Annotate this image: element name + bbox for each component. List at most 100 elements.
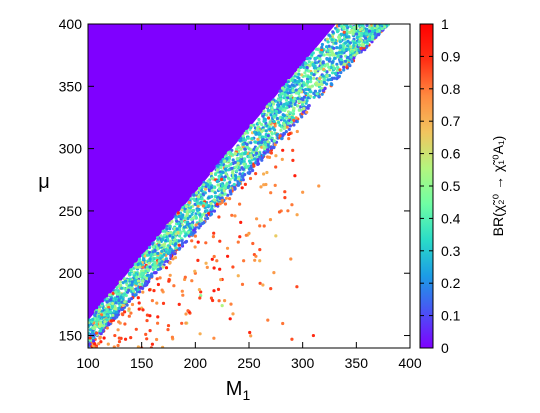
data-point [258, 135, 262, 139]
data-point [120, 286, 124, 290]
data-point [238, 168, 242, 172]
data-point [280, 157, 284, 161]
data-point [297, 76, 301, 80]
data-point [92, 326, 96, 331]
data-point [322, 80, 326, 84]
data-point [258, 224, 262, 228]
data-point [238, 202, 242, 206]
data-point [181, 293, 185, 297]
x-axis: 100 150 200 250 300 350 400 [76, 24, 422, 371]
data-point [228, 317, 232, 321]
data-point [287, 132, 291, 137]
data-point [195, 201, 199, 205]
data-point [231, 265, 235, 269]
data-point [328, 49, 332, 53]
data-point [240, 174, 244, 178]
data-point [368, 25, 372, 29]
data-point [169, 230, 173, 235]
data-point [220, 177, 224, 181]
data-point [123, 337, 128, 341]
data-point [279, 97, 283, 101]
data-point [348, 24, 353, 28]
data-point [310, 53, 314, 57]
data-point [226, 193, 230, 197]
data-point [248, 176, 253, 181]
data-point [141, 279, 145, 283]
data-point [269, 191, 273, 195]
data-point [97, 342, 101, 346]
data-point [177, 302, 181, 306]
data-point [376, 33, 381, 37]
data-point [307, 60, 311, 64]
data-point [294, 88, 298, 92]
data-point [147, 279, 151, 284]
data-point [129, 311, 133, 315]
data-point [165, 224, 169, 228]
data-point [150, 342, 154, 346]
data-point [187, 230, 191, 234]
data-point [178, 234, 182, 238]
data-point [262, 146, 266, 151]
data-point [332, 66, 336, 70]
data-point [273, 124, 277, 128]
data-point [229, 302, 233, 306]
colorbar-tick-label: 0.3 [441, 243, 461, 259]
data-point [128, 271, 132, 275]
data-point [168, 250, 172, 255]
data-point [230, 171, 235, 175]
data-point [238, 172, 242, 176]
data-point [134, 265, 138, 269]
data-point [198, 332, 202, 336]
data-point [251, 168, 255, 173]
data-point [127, 299, 131, 303]
data-point [227, 168, 231, 172]
data-point [198, 222, 202, 227]
data-point [145, 337, 149, 341]
data-point [246, 171, 250, 175]
data-point [328, 53, 332, 57]
data-point [134, 327, 138, 331]
data-point [180, 321, 184, 325]
data-point [272, 271, 276, 275]
data-point [98, 336, 102, 340]
data-point [103, 311, 107, 315]
data-point [301, 98, 305, 102]
data-point [148, 257, 152, 261]
data-point [247, 167, 251, 171]
colorbar-tick-label: 0.4 [441, 210, 461, 226]
colorbar-tick-label: 0.2 [441, 275, 461, 291]
data-point [94, 345, 98, 348]
data-point [319, 50, 323, 54]
data-point [123, 292, 127, 296]
data-point [172, 284, 176, 288]
colorbar-tick-label: 0 [441, 340, 449, 356]
x-tick-label: 100 [76, 355, 100, 371]
data-point [258, 248, 262, 252]
data-point [230, 213, 234, 217]
data-point [283, 190, 287, 194]
data-point [184, 204, 188, 209]
data-point [227, 155, 231, 159]
data-point [355, 32, 359, 36]
data-point [264, 129, 268, 133]
data-point [100, 309, 104, 313]
data-point [287, 115, 291, 119]
data-point [305, 57, 309, 61]
colorbar-ticks: 0 0.1 0.2 0.3 0.4 0.5 0.6 0.7 0.8 0.9 1 [420, 16, 461, 356]
data-point [298, 89, 302, 93]
data-point [282, 88, 286, 92]
data-point [276, 103, 280, 107]
data-point [192, 193, 196, 197]
data-point [362, 43, 366, 48]
data-point [114, 313, 118, 317]
data-point [325, 82, 329, 86]
data-point [223, 192, 227, 196]
data-point [289, 101, 293, 105]
data-point [335, 46, 339, 50]
data-point [249, 141, 253, 145]
data-point [161, 345, 165, 348]
plot-area [88, 24, 391, 348]
data-point [98, 329, 102, 333]
data-point [229, 192, 233, 196]
